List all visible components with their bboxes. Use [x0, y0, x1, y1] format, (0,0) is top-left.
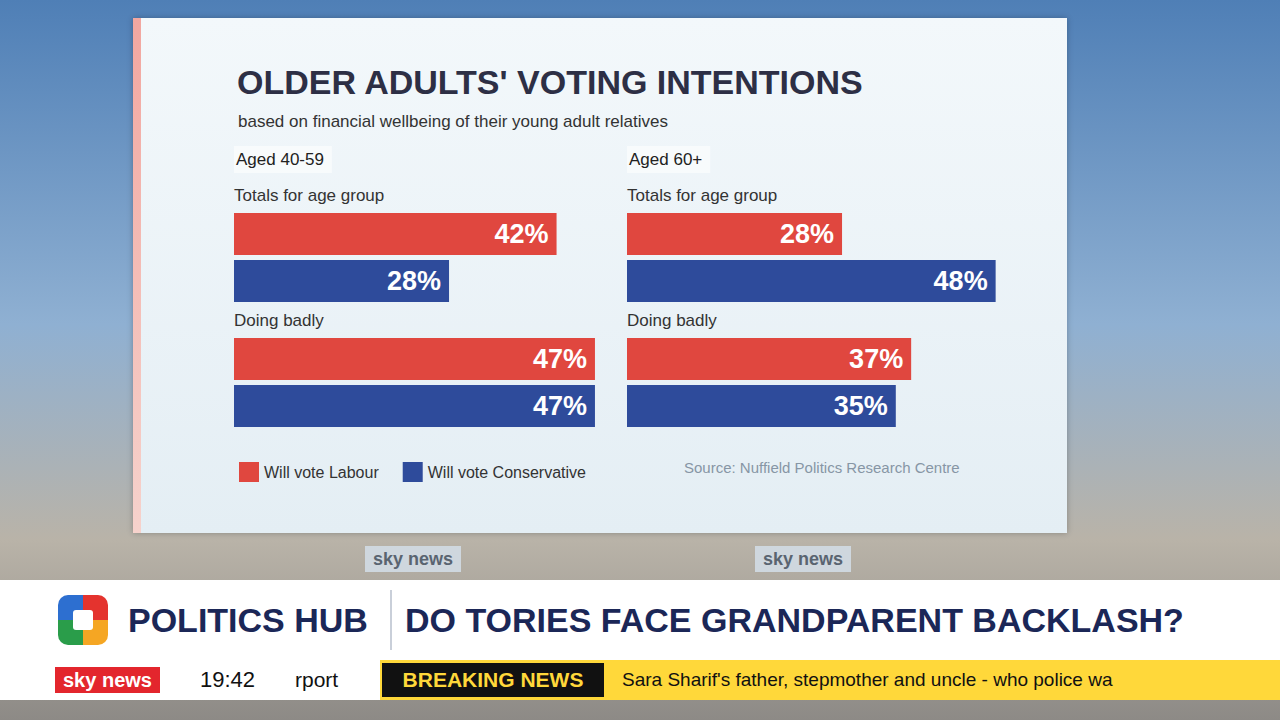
svg-text:Will vote Conservative: Will vote Conservative — [428, 464, 586, 481]
svg-text:OLDER ADULTS' VOTING INTENTION: OLDER ADULTS' VOTING INTENTIONS — [237, 63, 863, 101]
html-text:sky news: sky news — [63, 669, 152, 691]
svg-text:Aged 40-59: Aged 40-59 — [236, 150, 324, 169]
svg-text:47%: 47% — [533, 344, 587, 374]
html-text:rport: rport — [295, 668, 339, 691]
html-text:BREAKING NEWS: BREAKING NEWS — [402, 668, 584, 691]
svg-text:Doing badly: Doing badly — [234, 311, 324, 330]
svg-text:Will vote Labour: Will vote Labour — [264, 464, 379, 481]
svg-text:42%: 42% — [495, 219, 549, 249]
svg-text:48%: 48% — [934, 266, 988, 296]
svg-text:Totals for age group: Totals for age group — [627, 186, 777, 205]
svg-text:37%: 37% — [849, 344, 903, 374]
svg-text:28%: 28% — [387, 266, 441, 296]
html-text:sky news: sky news — [373, 549, 454, 569]
svg-text:Totals for age group: Totals for age group — [234, 186, 384, 205]
svg-text:based on financial wellbeing o: based on financial wellbeing of their yo… — [238, 112, 668, 131]
html-text:sky news: sky news — [763, 549, 844, 569]
svg-text:35%: 35% — [834, 391, 888, 421]
svg-text:28%: 28% — [780, 219, 834, 249]
html-text:Sara Sharif's father, stepmoth: Sara Sharif's father, stepmother and unc… — [622, 669, 1113, 690]
svg-text:47%: 47% — [533, 391, 587, 421]
svg-text:Aged 60+: Aged 60+ — [629, 150, 702, 169]
html-text:POLITICS HUB: POLITICS HUB — [128, 601, 368, 639]
svg-text:Source: Nuffield Politics Rese: Source: Nuffield Politics Research Centr… — [684, 459, 960, 476]
html-text:DO TORIES FACE GRANDPARENT BAC: DO TORIES FACE GRANDPARENT BACKLASH? — [405, 601, 1184, 639]
svg-text:Doing badly: Doing badly — [627, 311, 717, 330]
html-text:19:42: 19:42 — [200, 667, 256, 692]
